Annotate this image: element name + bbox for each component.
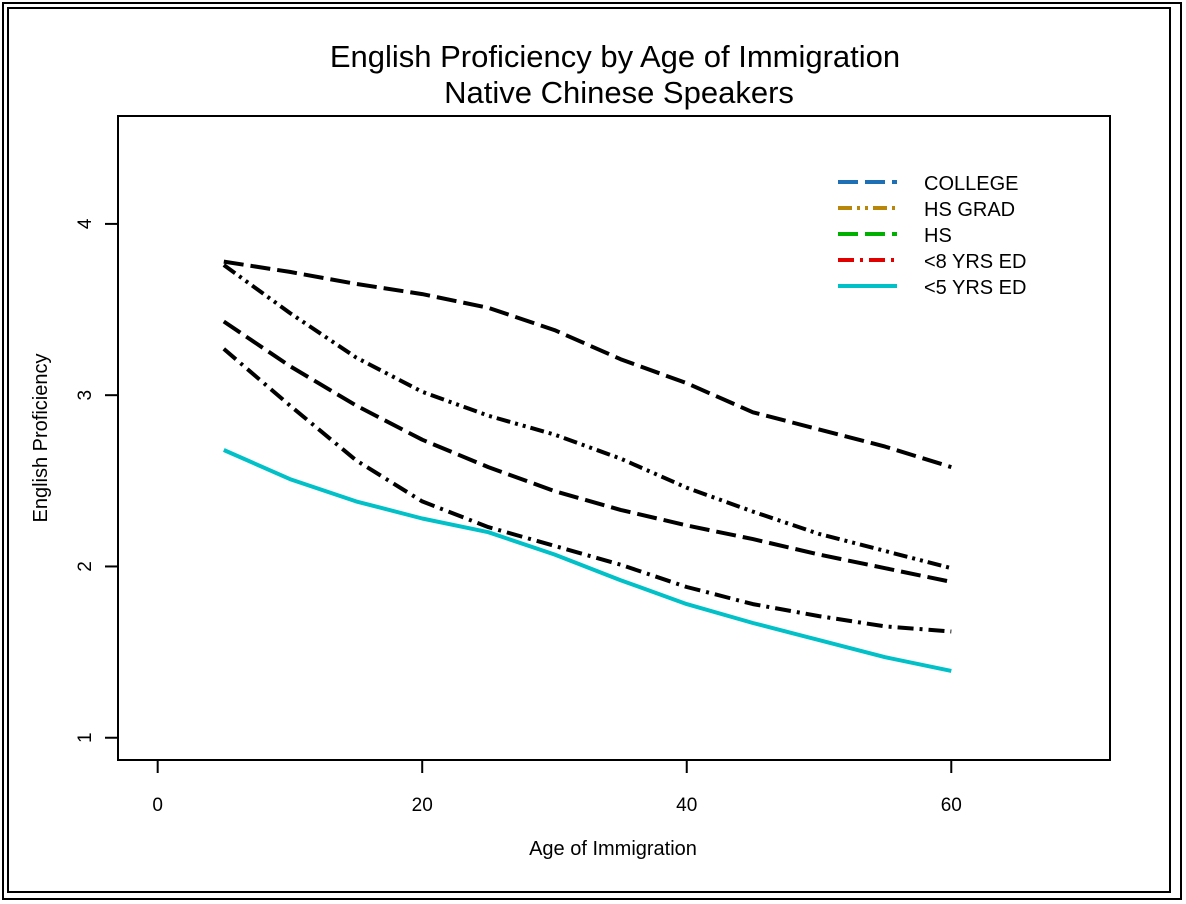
legend-label: HS GRAD [924, 199, 1015, 221]
y-tick-label: 4 [75, 218, 96, 229]
series-layer [222, 259, 952, 673]
y-axis-label: English Proficiency [30, 354, 52, 523]
series-line-3 [222, 319, 952, 584]
legend: COLLEGE HS GRAD HS <8 YRS ED <5 YRS ED [838, 173, 1026, 299]
series-line-5 [222, 448, 952, 673]
series-line-4 [222, 347, 952, 634]
inner-frame [7, 7, 1171, 893]
y-axis: 1 2 3 4 [75, 218, 119, 743]
x-tick-label: 0 [152, 795, 163, 816]
x-axis: 0 20 40 60 [152, 759, 962, 816]
legend-label: HS [924, 225, 952, 247]
legend-label: <8 YRS ED [924, 251, 1026, 273]
x-tick-label: 60 [941, 795, 962, 816]
legend-label: COLLEGE [924, 173, 1018, 195]
x-tick-label: 40 [676, 795, 697, 816]
y-tick-label: 3 [75, 390, 96, 401]
y-tick-label: 1 [75, 732, 96, 743]
series-line-1 [223, 259, 952, 470]
legend-label: <5 YRS ED [924, 277, 1026, 299]
chart-subtitle: Native Chinese Speakers [444, 75, 794, 110]
x-axis-label: Age of Immigration [529, 838, 697, 860]
series-line-2 [222, 263, 952, 571]
y-tick-label: 2 [75, 561, 96, 572]
chart-title: English Proficiency by Age of Immigratio… [330, 39, 900, 74]
x-tick-label: 20 [412, 795, 433, 816]
